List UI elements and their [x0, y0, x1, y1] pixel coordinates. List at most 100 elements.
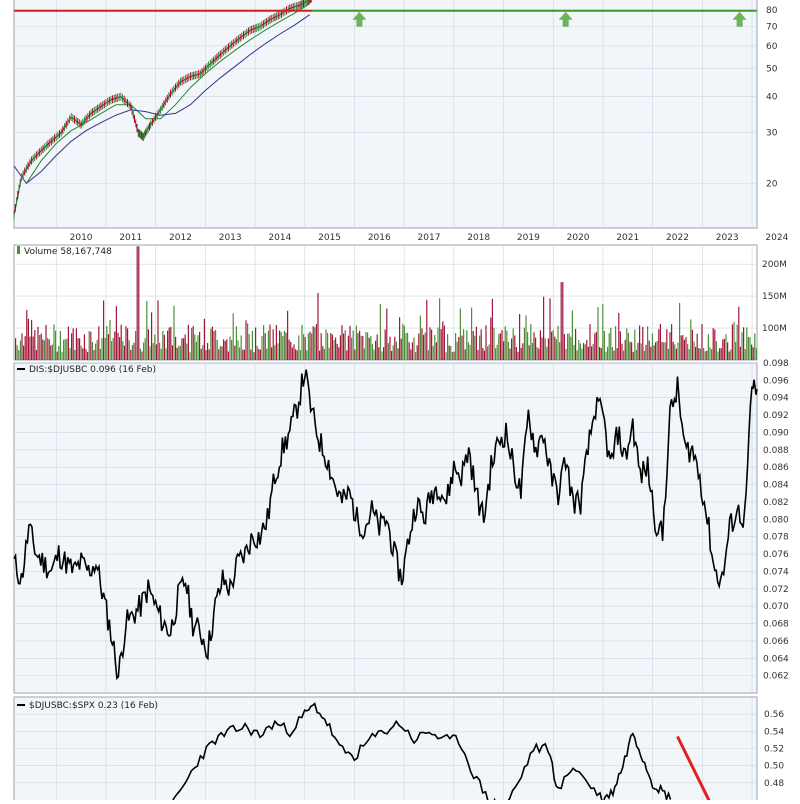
- volume-bar: [419, 315, 421, 360]
- volume-bar: [499, 333, 501, 360]
- volume-bar: [176, 347, 178, 360]
- price-y-tick: 50: [766, 65, 778, 75]
- volume-bar: [243, 349, 245, 360]
- x-tick-label: 2019: [517, 233, 540, 243]
- volume-bar: [520, 347, 522, 360]
- volume-bar: [496, 344, 498, 360]
- ratio1-y-tick: 0.066: [763, 637, 789, 647]
- volume-bar: [528, 345, 530, 360]
- volume-bar: [703, 348, 705, 360]
- volume-bar: [651, 333, 653, 360]
- volume-bar: [227, 351, 229, 360]
- volume-bar: [355, 325, 357, 360]
- volume-bar: [597, 307, 599, 360]
- volume-bar: [463, 329, 465, 360]
- volume-bar: [77, 338, 79, 360]
- x-tick-label: 2020: [567, 233, 590, 243]
- volume-bar: [171, 345, 173, 360]
- volume-bar: [344, 330, 346, 360]
- volume-bar: [186, 343, 188, 360]
- volume-bar: [738, 306, 740, 360]
- volume-bar: [568, 333, 570, 360]
- volume-bar: [229, 336, 231, 360]
- volume-bar: [138, 246, 140, 360]
- volume-bar: [587, 346, 589, 360]
- volume-bar: [45, 324, 47, 360]
- volume-bar: [680, 335, 682, 360]
- volume-bar: [261, 336, 263, 360]
- volume-bar: [631, 342, 633, 360]
- volume-bar: [707, 334, 709, 360]
- volume-bar: [546, 346, 548, 360]
- ratio2-trend-line: [676, 735, 713, 804]
- volume-bar: [250, 349, 252, 360]
- volume-bar: [589, 324, 591, 360]
- volume-bar: [464, 349, 466, 360]
- volume-bar: [747, 337, 749, 360]
- volume-bar: [458, 336, 460, 360]
- volume-bar: [240, 335, 242, 360]
- volume-bar: [74, 350, 76, 360]
- volume-bar: [256, 345, 258, 360]
- volume-bar: [210, 328, 212, 360]
- volume-bar: [490, 317, 492, 360]
- price-ma_fast-line: [25, 3, 310, 184]
- volume-bar: [555, 339, 557, 360]
- volume-bar: [317, 292, 319, 360]
- volume-bar: [583, 343, 585, 360]
- volume-bar: [445, 352, 447, 360]
- volume-bar: [378, 347, 380, 360]
- volume-bar: [727, 342, 729, 360]
- volume-bar: [530, 324, 532, 360]
- volume-bar: [647, 326, 649, 360]
- volume-bar: [448, 345, 450, 360]
- ratio1-y-tick: 0.086: [763, 463, 789, 473]
- volume-bar: [595, 331, 597, 360]
- volume-bar: [474, 335, 476, 360]
- x-tick-label: 2012: [169, 233, 192, 243]
- volume-bar: [287, 310, 289, 360]
- x-tick-label: 2022: [666, 233, 689, 243]
- ratio1-y-tick: 0.098: [763, 359, 789, 369]
- x-tick-label: 2010: [70, 233, 93, 243]
- volume-bar: [616, 348, 618, 360]
- x-tick-label: 2018: [467, 233, 490, 243]
- volume-bar: [525, 315, 527, 360]
- volume-bar: [320, 333, 322, 360]
- ratio2-y-tick: 0.52: [764, 745, 784, 755]
- ratio2-y-tick: 0.50: [764, 762, 784, 772]
- support-arrow: [558, 11, 573, 27]
- volume-bar: [226, 339, 228, 360]
- volume-bar: [213, 331, 215, 360]
- volume-bar: [66, 338, 68, 360]
- volume-bar: [431, 329, 433, 360]
- volume-bar: [149, 346, 151, 360]
- volume-bar: [723, 338, 725, 360]
- volume-bar: [605, 351, 607, 360]
- volume-bar: [683, 339, 685, 360]
- volume-bar: [730, 349, 732, 360]
- volume-bar: [709, 347, 711, 360]
- ratio1-y-tick: 0.088: [763, 446, 789, 456]
- x-tick-label: 2016: [368, 233, 391, 243]
- volume-bar: [690, 319, 692, 360]
- volume-bar: [147, 329, 149, 360]
- volume-bar: [139, 348, 141, 360]
- volume-bar: [328, 347, 330, 360]
- volume-bar: [162, 331, 164, 360]
- volume-bar: [234, 345, 236, 360]
- volume-bar: [427, 350, 429, 360]
- volume-bar: [122, 341, 124, 360]
- volume-bar: [237, 340, 239, 360]
- ratio1-y-tick: 0.080: [763, 515, 789, 525]
- volume-bar: [544, 338, 546, 360]
- volume-bar: [405, 333, 407, 360]
- volume-bar: [61, 352, 63, 360]
- ratio1-legend-swatch: [17, 368, 25, 370]
- volume-bar: [621, 343, 623, 360]
- volume-bar: [456, 341, 458, 360]
- volume-bar: [442, 321, 444, 360]
- volume-bar: [330, 333, 332, 360]
- volume-bar: [637, 342, 639, 360]
- ratio2-y-tick: 0.54: [764, 727, 784, 737]
